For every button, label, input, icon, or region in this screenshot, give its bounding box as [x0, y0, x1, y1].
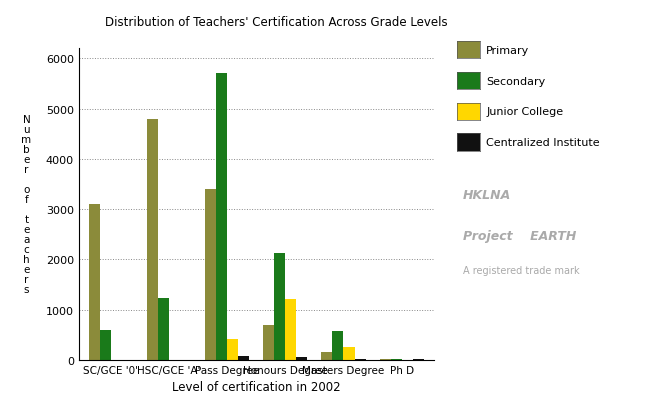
Bar	[274, 253, 285, 360]
Bar	[100, 330, 111, 360]
Bar	[296, 357, 307, 360]
Bar	[238, 356, 249, 360]
X-axis label: Level of certification in 2002: Level of certification in 2002	[172, 380, 340, 393]
Bar	[285, 300, 296, 360]
Bar	[216, 74, 227, 360]
Bar	[89, 204, 100, 360]
Bar	[158, 298, 169, 360]
Text: Distribution of Teachers' Certification Across Grade Levels: Distribution of Teachers' Certification …	[104, 16, 447, 29]
Bar	[227, 339, 238, 360]
Bar	[332, 331, 344, 360]
Text: Secondary: Secondary	[486, 76, 545, 86]
Bar	[263, 325, 274, 360]
Y-axis label: N
u
m
b
e
r

o
f

t
e
a
c
h
e
r
s: N u m b e r o f t e a c h e r s	[21, 115, 32, 294]
Bar	[205, 189, 216, 360]
Bar	[147, 119, 158, 360]
Bar	[321, 353, 332, 360]
Text: Centralized Institute: Centralized Institute	[486, 138, 600, 148]
Bar	[390, 359, 401, 360]
Text: A registered trade mark: A registered trade mark	[463, 266, 580, 276]
Text: Project    EARTH: Project EARTH	[463, 229, 577, 242]
Text: Junior College: Junior College	[486, 107, 563, 117]
Bar	[380, 359, 390, 360]
Text: HKLNA: HKLNA	[463, 188, 511, 201]
Bar	[344, 347, 355, 360]
Text: Primary: Primary	[486, 46, 530, 56]
Bar	[355, 359, 365, 360]
